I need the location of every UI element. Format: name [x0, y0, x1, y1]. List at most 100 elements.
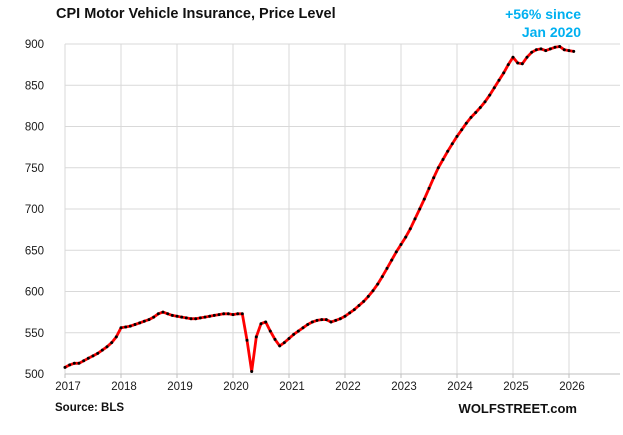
data-point-marker	[306, 323, 310, 326]
y-axis-tick-label: 550	[25, 328, 44, 340]
x-axis-tick-label: 2022	[335, 381, 361, 393]
data-point-marker	[119, 326, 123, 330]
data-point-marker	[320, 318, 324, 322]
data-point-marker	[478, 106, 482, 109]
data-point-marker	[385, 266, 389, 270]
data-point-marker	[110, 341, 114, 345]
data-point-marker	[558, 45, 562, 48]
data-point-marker	[208, 314, 212, 318]
data-point-marker	[343, 314, 347, 318]
data-point-marker	[231, 313, 235, 317]
y-axis-tick-label: 600	[25, 287, 44, 299]
data-point-marker	[497, 78, 501, 82]
data-point-marker	[511, 55, 515, 59]
data-point-marker	[184, 316, 188, 320]
data-point-marker	[250, 370, 254, 373]
data-point-marker	[63, 365, 67, 369]
data-point-marker	[240, 312, 244, 316]
data-point-marker	[544, 49, 548, 53]
data-point-marker	[567, 49, 571, 53]
data-point-marker	[152, 315, 156, 319]
data-point-marker	[418, 207, 422, 211]
data-point-marker	[539, 47, 543, 51]
annotation-line-1: +56% since	[505, 6, 581, 22]
data-point-marker	[376, 282, 380, 286]
data-point-marker	[502, 71, 506, 75]
y-axis-tick-label: 500	[25, 369, 44, 381]
annotation-line-2: Jan 2020	[521, 24, 581, 40]
data-point-marker	[548, 47, 552, 51]
chart-title: CPI Motor Vehicle Insurance, Price Level	[56, 6, 336, 22]
data-point-marker	[114, 335, 118, 339]
data-point-marker	[198, 316, 202, 320]
data-point-marker	[203, 315, 207, 319]
y-axis-tick-label: 900	[25, 39, 44, 51]
data-point-marker	[124, 325, 128, 329]
data-point-marker	[245, 338, 249, 342]
data-point-marker	[516, 61, 520, 65]
data-point-marker	[460, 128, 464, 132]
data-point-marker	[525, 55, 529, 59]
data-point-marker	[138, 321, 142, 325]
data-point-marker	[175, 314, 179, 318]
data-point-marker	[371, 289, 375, 293]
data-point-marker	[68, 363, 72, 367]
data-point-marker	[352, 308, 356, 312]
data-point-marker	[506, 63, 510, 67]
x-axis-tick-label: 2023	[391, 381, 417, 393]
data-point-marker	[226, 312, 230, 316]
data-point-marker	[488, 93, 492, 97]
x-axis-tick-label: 2021	[279, 381, 305, 393]
data-point-marker	[553, 45, 557, 49]
data-point-marker	[441, 158, 445, 161]
x-axis-tick-label: 2020	[223, 381, 249, 393]
data-point-marker	[427, 186, 431, 190]
data-point-marker	[315, 318, 319, 322]
data-point-marker	[166, 312, 170, 316]
data-point-marker	[100, 348, 104, 352]
data-point-marker	[254, 335, 258, 339]
x-axis-tick-label: 2026	[559, 381, 585, 393]
data-point-marker	[161, 310, 165, 314]
data-point-marker	[194, 317, 198, 321]
annotation-pct-change: +56% since Jan 2020	[505, 5, 581, 41]
data-point-marker	[217, 313, 221, 317]
data-point-marker	[329, 320, 333, 324]
data-point-marker	[520, 62, 524, 66]
data-point-marker	[77, 361, 81, 365]
data-point-marker	[572, 49, 576, 53]
x-axis-tick-label: 2024	[447, 381, 473, 393]
data-point-marker	[273, 337, 277, 341]
data-point-marker	[105, 345, 109, 349]
data-point-marker	[170, 313, 174, 317]
source-label: Source: BLS	[55, 402, 125, 414]
data-point-marker	[432, 176, 436, 180]
data-point-marker	[189, 317, 193, 321]
data-point-marker	[212, 313, 216, 317]
data-point-marker	[91, 354, 95, 358]
data-point-marker	[296, 329, 300, 333]
data-point-marker	[455, 134, 459, 138]
x-axis-tick-label: 2019	[167, 381, 193, 393]
data-point-marker	[348, 311, 352, 315]
data-point-marker	[236, 312, 240, 316]
data-point-marker	[278, 344, 282, 348]
data-point-marker	[338, 317, 342, 321]
data-point-marker	[282, 341, 286, 345]
data-point-marker	[259, 322, 263, 326]
data-point-marker	[301, 326, 305, 330]
data-point-marker	[436, 166, 440, 170]
data-point-marker	[128, 324, 132, 328]
x-axis-tick-label: 2018	[111, 381, 137, 393]
data-point-marker	[86, 356, 90, 360]
data-point-marker	[357, 304, 361, 307]
data-point-marker	[268, 329, 272, 333]
data-point-marker	[530, 50, 534, 54]
data-point-marker	[562, 48, 566, 52]
data-point-marker	[147, 318, 151, 322]
y-axis-tick-label: 650	[25, 245, 44, 257]
data-point-marker	[366, 294, 370, 298]
data-point-marker	[156, 312, 160, 316]
